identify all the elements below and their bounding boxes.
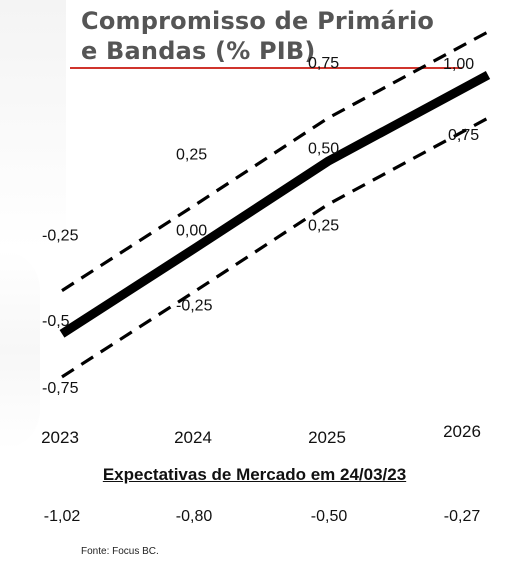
series-line-lower-band bbox=[61, 116, 489, 379]
background-decoration bbox=[0, 0, 66, 250]
data-label: 0,25 bbox=[176, 146, 207, 163]
expectation-value-2024: -0,80 bbox=[175, 508, 213, 525]
data-label: 0,25 bbox=[308, 217, 339, 234]
data-label: 0,50 bbox=[308, 140, 339, 157]
x-tick-label: 2025 bbox=[308, 428, 346, 447]
data-label: -0,25 bbox=[42, 228, 79, 245]
chart-title-line-1: Compromisso de Primário bbox=[81, 7, 435, 35]
data-label: 1,00 bbox=[443, 56, 474, 73]
x-tick-label: 2024 bbox=[174, 428, 212, 447]
x-tick-label: 2026 bbox=[443, 422, 481, 441]
data-label: 0,75 bbox=[448, 127, 479, 144]
expectation-value-2026: -0,27 bbox=[443, 508, 481, 525]
title-underline bbox=[70, 67, 462, 69]
expectation-value-2025: -0,50 bbox=[310, 508, 348, 525]
expectation-value-2023: -1,02 bbox=[43, 508, 81, 525]
data-label: 0,75 bbox=[308, 55, 339, 72]
x-tick-label: 2023 bbox=[41, 428, 79, 447]
data-label: -0,5 bbox=[42, 313, 70, 330]
data-label: 1,25 bbox=[450, 0, 481, 2]
background-decoration bbox=[0, 250, 40, 450]
data-label: -0,25 bbox=[176, 298, 213, 315]
data-label: -0,75 bbox=[42, 380, 79, 397]
series-line-upper-band bbox=[61, 30, 489, 292]
source-note: Fonte: Focus BC. bbox=[81, 546, 159, 557]
chart-title: Compromisso de Primário e Bandas (% PIB) bbox=[81, 6, 481, 66]
market-expectations-title: Expectativas de Mercado em 24/03/23 bbox=[102, 465, 407, 484]
chart-title-line-2: e Bandas (% PIB) bbox=[81, 37, 316, 65]
line-chart: -0,25 0,25 0,75 1,25 -0,5 0,00 0,50 1,00 -0,75 -0… bbox=[41, 0, 491, 447]
series-line-primary-target bbox=[59, 71, 491, 338]
data-label: 0,00 bbox=[176, 223, 207, 240]
